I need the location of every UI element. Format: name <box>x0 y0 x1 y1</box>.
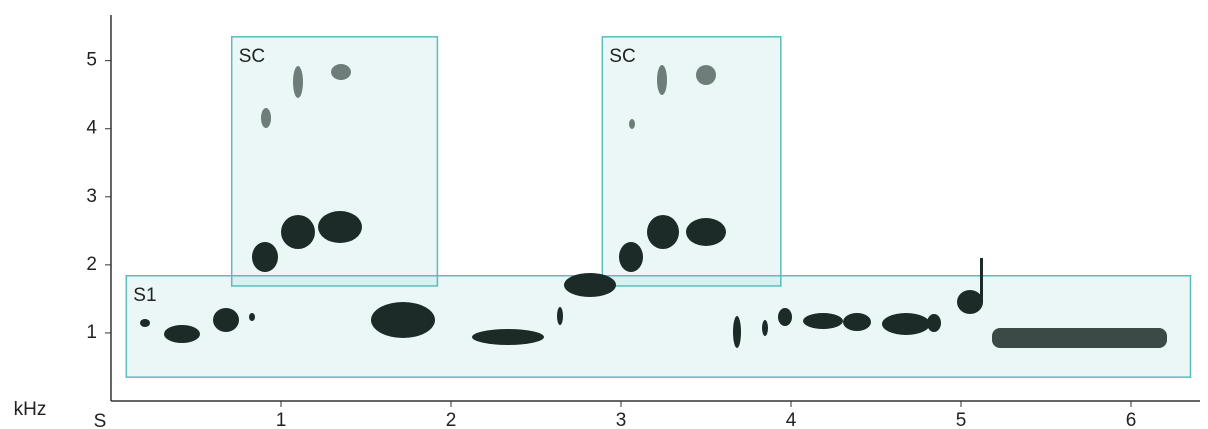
x-tick-label: 2 <box>446 410 457 429</box>
call <box>252 242 278 272</box>
x-tick-label: 6 <box>1126 410 1137 429</box>
x-tick-label: 4 <box>786 410 797 429</box>
call <box>261 108 271 128</box>
y-tick-label: 5 <box>86 50 97 71</box>
call <box>472 329 544 345</box>
call <box>619 242 643 272</box>
region <box>125 275 1192 378</box>
region-label: SC <box>609 46 635 67</box>
call <box>213 308 239 332</box>
call <box>629 119 635 129</box>
call <box>927 314 941 332</box>
call <box>371 302 435 338</box>
call <box>882 313 930 335</box>
y-tick-label: 4 <box>86 118 97 139</box>
call <box>778 308 792 326</box>
call <box>249 313 255 321</box>
call <box>657 65 667 95</box>
call <box>696 65 716 85</box>
call <box>293 66 303 98</box>
call <box>980 258 983 303</box>
call <box>140 319 150 327</box>
x-tick-label: 3 <box>616 410 627 429</box>
call <box>762 320 768 336</box>
y-tick-label: 3 <box>86 186 97 207</box>
y-tick-label: 2 <box>86 254 97 275</box>
call <box>686 218 726 246</box>
y-axis-label: kHz <box>14 399 47 420</box>
region-label: SC <box>239 46 265 67</box>
x-axis-label: S <box>94 411 107 429</box>
call <box>647 215 679 249</box>
call <box>733 316 741 348</box>
call <box>564 273 616 297</box>
call <box>164 325 200 343</box>
x-tick-label: 1 <box>276 410 287 429</box>
x-tick-label: 5 <box>956 410 967 429</box>
y-tick-label: 1 <box>86 322 97 343</box>
call <box>331 64 351 80</box>
call <box>318 211 362 243</box>
call <box>281 215 315 249</box>
region-label: S1 <box>133 285 156 306</box>
call <box>957 290 983 314</box>
spectrogram <box>140 64 1167 348</box>
call <box>992 328 1167 348</box>
call <box>557 307 563 325</box>
call <box>803 313 843 329</box>
call <box>843 313 871 331</box>
